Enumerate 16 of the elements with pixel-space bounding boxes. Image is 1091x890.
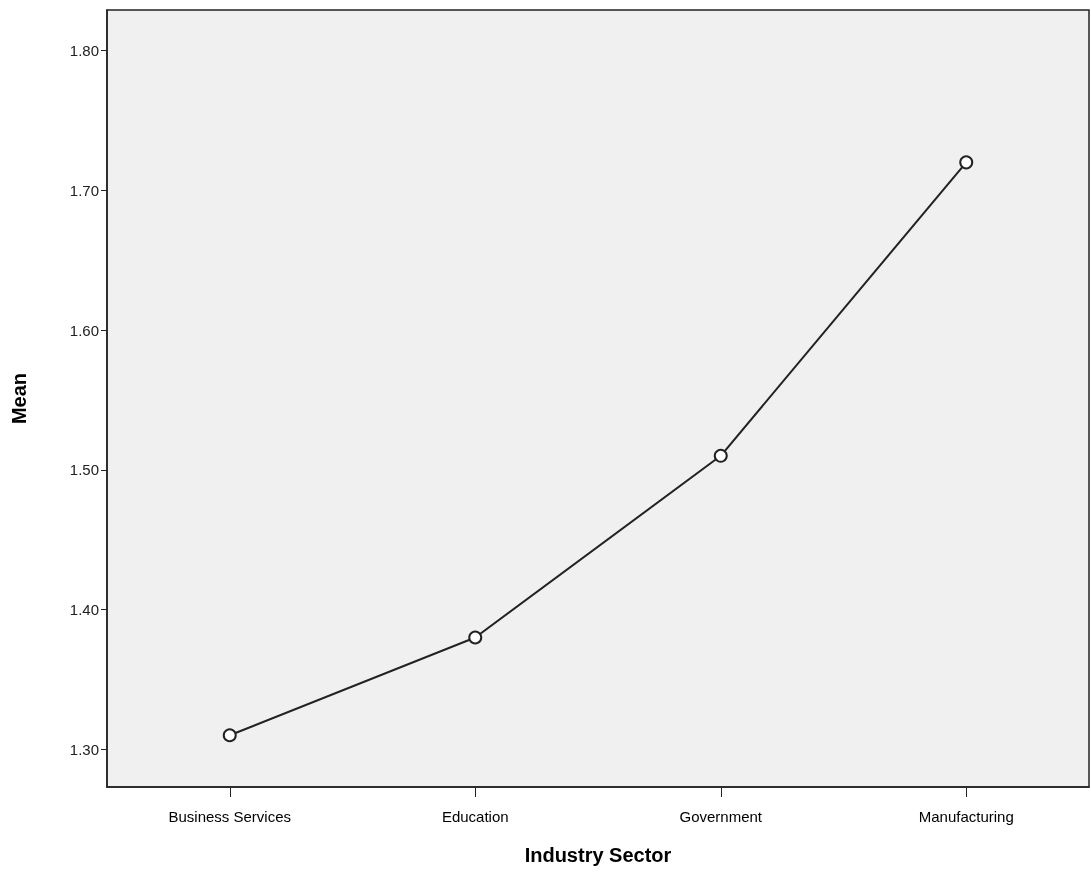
- point: [222, 728, 237, 743]
- y-tick-label: 1.80: [69, 42, 99, 60]
- y-tick-label: 1.60: [69, 321, 99, 339]
- x-tick-label: Government: [679, 808, 763, 825]
- y-axis-title: Mean: [8, 372, 30, 425]
- x-tick-label: Business Services: [168, 808, 292, 825]
- y-tick-label: 1.40: [69, 601, 99, 619]
- y-tick-label: 1.30: [69, 740, 99, 758]
- point: [959, 155, 974, 170]
- y-tick-label: 1.70: [69, 181, 99, 199]
- x-axis-title: Industry Sector: [524, 844, 672, 866]
- y-tick-label: 1.50: [69, 461, 99, 479]
- x-tick-label: Manufacturing: [918, 808, 1014, 825]
- x-tick-label: Education: [441, 808, 509, 825]
- point: [713, 448, 728, 463]
- point: [468, 630, 483, 645]
